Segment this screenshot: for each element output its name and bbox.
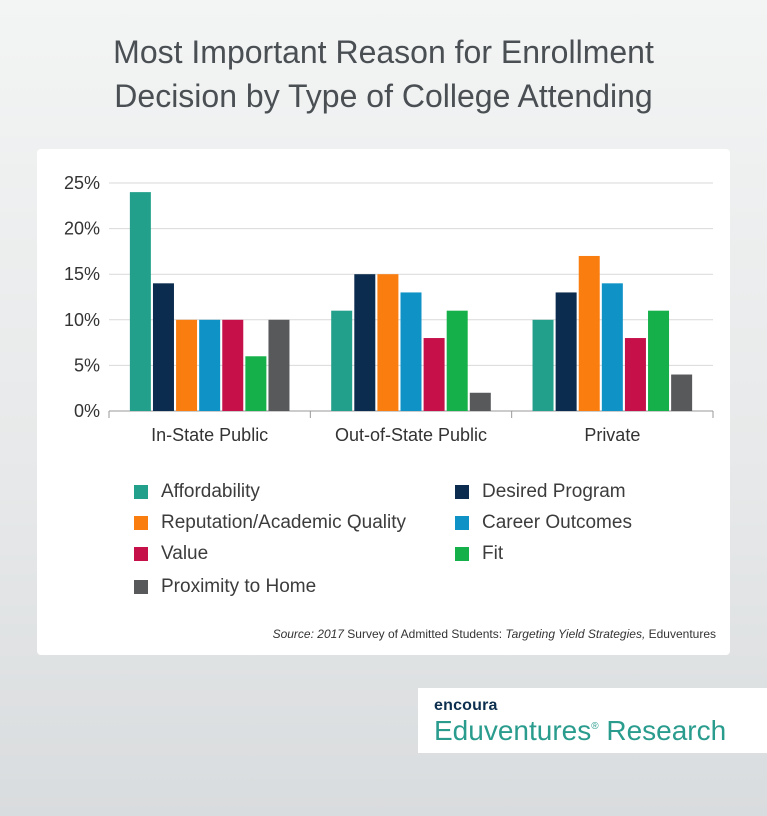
bar — [578, 255, 600, 411]
chart-title-line-1: Most Important Reason for Enrollment — [113, 34, 654, 70]
source-report: Targeting Yield Strategies, — [505, 627, 646, 641]
y-tick-label: 5% — [74, 355, 100, 375]
legend-item: Desired Program — [455, 480, 626, 504]
legend-label: Reputation/Academic Quality — [161, 512, 407, 533]
legend-label: Fit — [482, 543, 504, 564]
legend-swatch — [455, 485, 469, 499]
y-tick-label: 10% — [64, 310, 100, 330]
legend-item: Reputation/Academic Quality — [134, 511, 406, 535]
bar — [245, 356, 267, 411]
y-tick-label: 25% — [64, 173, 100, 193]
bar — [331, 310, 353, 411]
legend-swatch — [455, 547, 469, 561]
bar — [624, 338, 646, 411]
legend-label: Career Outcomes — [482, 512, 632, 533]
legend-item: Affordability — [134, 480, 260, 504]
bar — [648, 310, 670, 411]
bar — [199, 319, 221, 411]
bar — [532, 319, 554, 411]
source-colon: : — [498, 627, 506, 641]
legend-swatch — [134, 516, 148, 530]
legend-swatch — [134, 485, 148, 499]
legend-label: Affordability — [161, 481, 260, 502]
bar — [469, 392, 491, 411]
bar — [601, 283, 623, 411]
brand-logo: encoura Eduventures® Research — [418, 688, 767, 753]
brand-research: Research — [598, 715, 727, 746]
legend-item: Proximity to Home — [134, 575, 316, 599]
bar — [400, 292, 422, 411]
chart-title-line-2: Decision by Type of College Attending — [114, 78, 653, 114]
bar — [354, 274, 376, 411]
bar — [129, 192, 151, 411]
bar — [555, 292, 577, 411]
x-tick-label: Out-of-State Public — [335, 425, 487, 445]
y-tick-label: 0% — [74, 401, 100, 421]
source-survey: Survey of Admitted Students — [343, 627, 499, 641]
chart-title: Most Important Reason for Enrollment Dec… — [0, 30, 767, 118]
bar — [446, 310, 468, 411]
legend-item: Fit — [455, 542, 503, 566]
bar — [377, 274, 399, 411]
bar — [423, 338, 445, 411]
bar-chart: 0% 5% 10% 15% 20% 25% In-State Public Out-of-St… — [64, 173, 714, 445]
bar — [152, 283, 174, 411]
source-publisher: Eduventures — [645, 627, 716, 641]
legend-label: Value — [161, 543, 209, 564]
bar — [176, 319, 198, 411]
brand-eduventures: Eduventures — [434, 715, 592, 746]
bar — [268, 319, 290, 411]
legend-swatch — [455, 516, 469, 530]
x-tick-label: Private — [584, 425, 640, 445]
bar — [671, 374, 693, 411]
chart-legend: Affordability Desired Program Reputation/A… — [134, 480, 694, 610]
registered-mark: ® — [591, 721, 599, 732]
legend-item: Value — [134, 542, 208, 566]
source-prefix: Source: 2017 — [272, 627, 344, 641]
bar — [222, 319, 244, 411]
source-note: Source: 2017 Survey of Admitted Students… — [273, 627, 716, 641]
y-tick-label: 20% — [64, 219, 100, 239]
legend-item: Career Outcomes — [455, 511, 632, 535]
x-tick-label: In-State Public — [151, 425, 268, 445]
y-tick-label: 15% — [64, 264, 100, 284]
legend-label: Proximity to Home — [161, 576, 317, 597]
brand-eduventures-research: Eduventures® Research — [434, 715, 726, 747]
brand-encoura: encoura — [434, 697, 498, 714]
legend-label: Desired Program — [482, 481, 626, 502]
legend-swatch — [134, 547, 148, 561]
chart-card: 0% 5% 10% 15% 20% 25% In-State Public Out-of-St… — [37, 149, 730, 655]
legend-swatch — [134, 580, 148, 594]
